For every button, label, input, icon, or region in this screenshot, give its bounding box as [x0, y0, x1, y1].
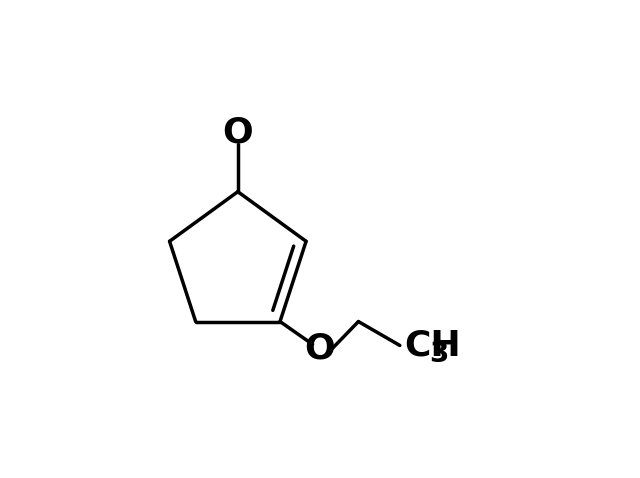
Text: 3: 3: [429, 339, 448, 368]
Text: O: O: [223, 116, 253, 150]
Text: O: O: [304, 332, 335, 366]
Text: CH: CH: [404, 328, 461, 362]
